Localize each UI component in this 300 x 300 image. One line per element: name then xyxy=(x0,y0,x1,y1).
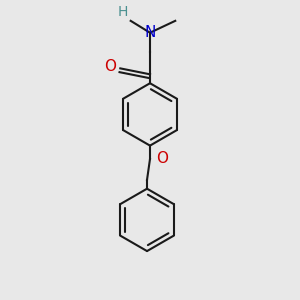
Text: O: O xyxy=(104,59,116,74)
Text: H: H xyxy=(117,5,128,20)
Text: N: N xyxy=(144,25,156,40)
Text: O: O xyxy=(156,152,168,166)
